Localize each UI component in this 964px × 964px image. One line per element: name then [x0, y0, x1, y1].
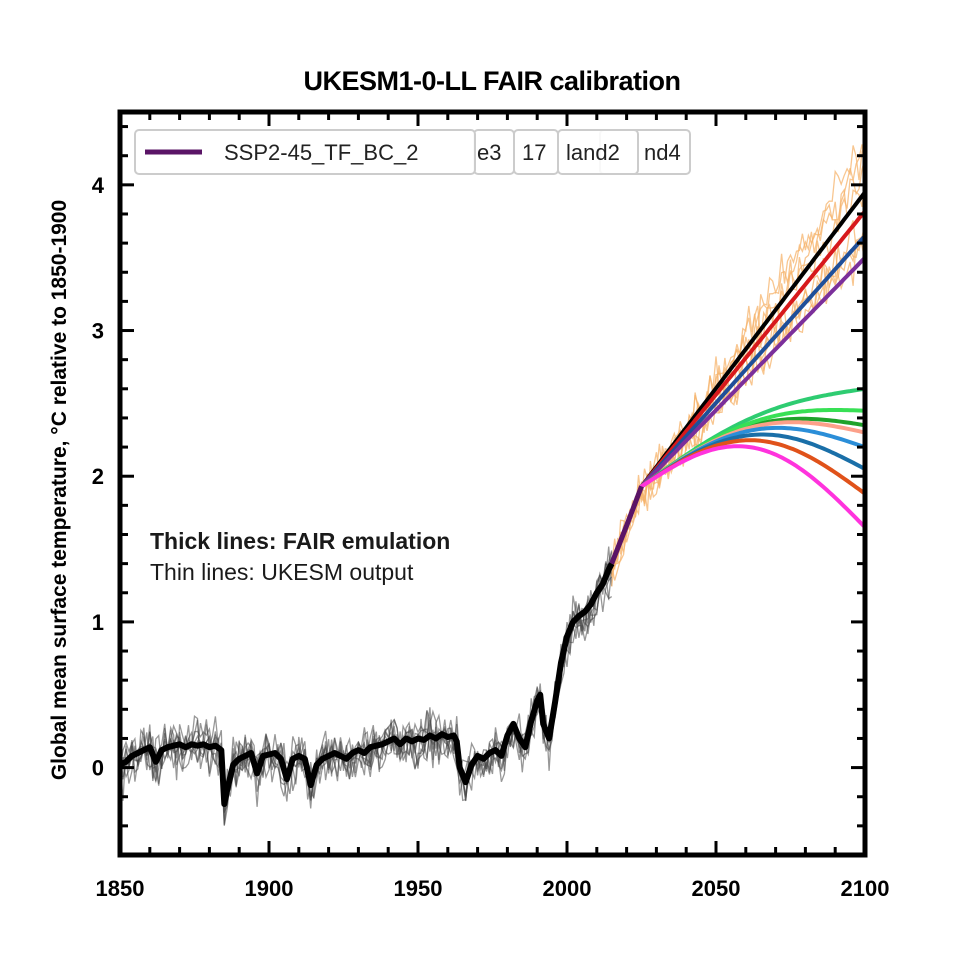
fair-ssp-line-12 [609, 444, 867, 565]
x-tick-label: 1950 [394, 876, 443, 901]
ukesm-historical-runs [119, 546, 613, 826]
plot-frame [117, 109, 868, 858]
x-tick-label: 2050 [692, 876, 741, 901]
fair-ssp-lines [609, 190, 867, 565]
legend-label-1: SSP2-45_TF_BC_2 [224, 140, 418, 165]
fair-ssp-line-4 [609, 256, 867, 565]
annotation-thin-lines: Thin lines: UKESM output [150, 559, 414, 585]
chart-title: UKESM1-0-LL FAIR calibration [303, 66, 680, 96]
legend-label-2: e3 [477, 140, 501, 165]
legend-label-3: 17 [522, 140, 546, 165]
fair-historical-line [118, 562, 615, 807]
x-tick-label: 2100 [841, 876, 890, 901]
fair-ssp-line-11 [609, 438, 867, 565]
annotation-thick-lines: Thick lines: FAIR emulation [150, 528, 450, 554]
x-tick-label: 1900 [245, 876, 294, 901]
legend: nd4 land2 17 e3 SSP2-45_TF_BC_2 [134, 129, 691, 175]
axis-ticks: 1850 1900 1950 2000 2050 2100 0 1 2 3 4 [92, 112, 890, 901]
ukesm-historical-run-5 [119, 569, 613, 814]
y-axis-label: Global mean surface temperature, °C rela… [48, 200, 71, 780]
y-tick-label: 0 [92, 756, 104, 781]
y-tick-label: 2 [92, 464, 104, 489]
y-tick-label: 1 [92, 610, 104, 635]
ukesm-historical-run-3 [119, 546, 613, 826]
legend-box-1 [134, 129, 476, 175]
legend-label-5: nd4 [644, 140, 681, 165]
ukesm-ssp-run-6 [611, 144, 866, 577]
x-tick-label: 2000 [543, 876, 592, 901]
fair-ssp-stem [609, 485, 644, 565]
y-tick-label: 4 [92, 173, 105, 198]
legend-label-4: land2 [566, 140, 620, 165]
x-tick-label: 1850 [96, 876, 145, 901]
y-tick-label: 3 [92, 319, 104, 344]
fair-historical-path [118, 562, 615, 807]
